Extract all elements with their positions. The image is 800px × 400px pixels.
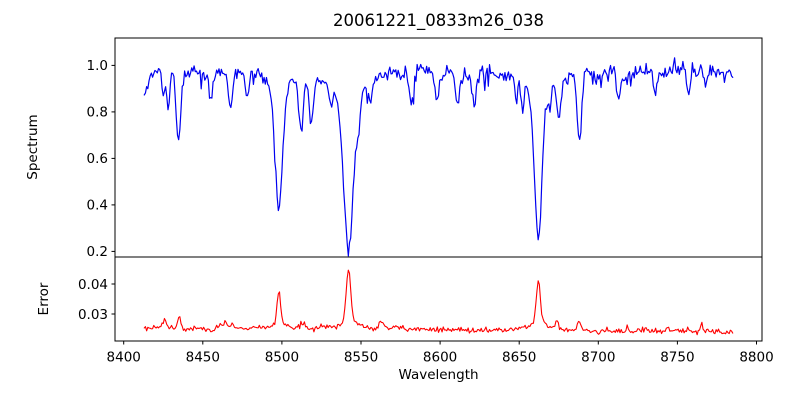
spectrum-y-tick-label: 1.0 bbox=[87, 58, 108, 74]
spectrum-y-tick-label: 0.4 bbox=[87, 198, 108, 214]
chart-title: 20061221_0833m26_038 bbox=[332, 11, 545, 30]
x-tick-label: 8750 bbox=[660, 350, 694, 366]
x-tick-label: 8550 bbox=[344, 350, 378, 366]
x-tick-label: 8650 bbox=[502, 350, 536, 366]
x-tick-label: 8800 bbox=[739, 350, 773, 366]
error-y-tick-label: 0.04 bbox=[78, 277, 108, 293]
error-line bbox=[143, 269, 734, 336]
x-tick-label: 8450 bbox=[186, 350, 220, 366]
x-tick-label: 8500 bbox=[265, 350, 299, 366]
error-y-tick-label: 0.03 bbox=[78, 307, 108, 323]
error-panel-frame bbox=[114, 256, 763, 342]
spectrum-y-tick-label: 0.6 bbox=[87, 151, 108, 167]
x-tick-label: 8600 bbox=[423, 350, 457, 366]
spectrum-y-tick-label: 0.8 bbox=[87, 105, 108, 121]
x-axis-label: Wavelength bbox=[398, 367, 479, 383]
spectrum-line bbox=[143, 57, 734, 257]
x-tick-label: 8700 bbox=[581, 350, 615, 366]
spectrum-y-tick-label: 0.2 bbox=[87, 244, 108, 260]
x-tick-label: 8400 bbox=[107, 350, 141, 366]
